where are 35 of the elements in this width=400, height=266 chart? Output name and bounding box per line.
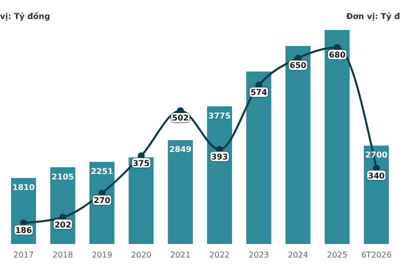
x-tick-label: 2020 <box>131 250 152 260</box>
y2-axis-title: Đơn vị: Tỷ đ <box>346 12 400 21</box>
x-tick-label: 2025 <box>327 250 348 260</box>
data-label: 202 <box>54 220 72 230</box>
x-tick-label: 2019 <box>92 250 112 260</box>
data-label: 574 <box>250 88 268 98</box>
bar <box>285 46 310 244</box>
data-label: 680 <box>328 50 346 60</box>
data-label: 393 <box>211 152 228 162</box>
data-label: 186 <box>15 226 32 235</box>
data-label: 375 <box>132 158 150 168</box>
data-label: 2105 <box>52 172 74 182</box>
data-label: 650 <box>290 61 307 70</box>
data-label: 340 <box>368 171 386 180</box>
x-tick-label: 2023 <box>248 250 269 260</box>
x-tick-label: 2021 <box>170 250 191 260</box>
bar <box>246 72 272 244</box>
data-label: 3775 <box>208 111 232 120</box>
x-tick-label: 2017 <box>13 250 34 260</box>
data-label: 2251 <box>90 166 114 176</box>
y-axis-title: vị: Tỷ đồng <box>0 12 50 21</box>
bar <box>207 106 232 244</box>
bar <box>128 157 154 244</box>
data-label: 2849 <box>169 145 192 154</box>
x-tick-label: 2022 <box>209 250 230 260</box>
data-label: 2700 <box>365 150 388 160</box>
x-tick-label: 2024 <box>288 250 308 260</box>
x-tick-label: 2018 <box>52 250 73 260</box>
x-tick-label: 6T2026 <box>361 250 392 260</box>
bar <box>168 140 193 244</box>
data-label: 1810 <box>12 183 36 192</box>
bar <box>324 30 350 244</box>
data-label: 270 <box>94 196 111 206</box>
data-label: 502 <box>172 114 189 123</box>
bar <box>364 146 389 244</box>
